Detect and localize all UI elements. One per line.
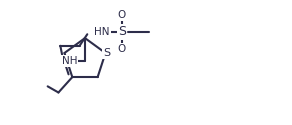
Text: O: O: [118, 44, 126, 54]
Text: NH: NH: [62, 56, 77, 66]
Text: S: S: [103, 48, 111, 58]
Text: O: O: [118, 10, 126, 20]
Text: S: S: [118, 26, 126, 38]
Text: HN: HN: [94, 27, 110, 37]
